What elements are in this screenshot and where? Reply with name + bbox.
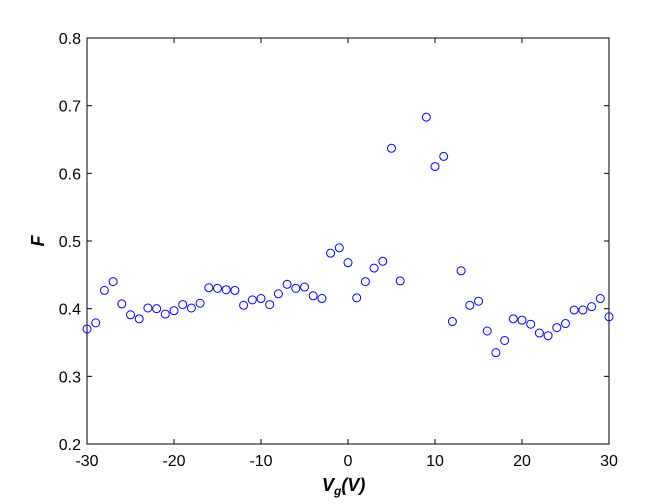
x-axis-ticks: -30 -20 -10 0 10 20 30 [75,38,618,470]
y-tick-label: 0.7 [59,99,81,116]
data-point [160,309,170,319]
data-point [326,248,336,258]
data-point [508,314,518,324]
data-point [360,277,370,287]
data-point [430,162,440,172]
data-point [395,276,405,286]
y-axis-ticks: 0.2 0.3 0.4 0.5 0.6 0.7 0.8 [59,31,609,454]
x-axis-label-unit: (V) [341,475,365,495]
data-point [604,312,614,322]
x-tick-label: -10 [249,453,272,470]
data-point [569,305,579,315]
x-tick-label: -20 [162,453,185,470]
data-point [587,302,597,312]
data-point [230,285,240,295]
data-point [152,304,162,314]
y-axis-label: F [28,235,48,247]
x-axis-label-subscript: g [333,484,342,498]
data-point [247,295,257,305]
data-point [352,293,362,303]
x-tick-label: 20 [513,453,531,470]
y-tick-label: 0.3 [59,369,81,386]
data-point [117,299,127,309]
data-point [91,318,101,328]
x-tick-label: 10 [426,453,444,470]
data-point [265,300,275,310]
y-tick-label: 0.6 [59,166,81,183]
data-point [500,335,510,345]
data-point [169,306,179,316]
x-tick-label: 0 [344,453,353,470]
data-point [213,283,222,293]
data-point [221,285,231,295]
data-point [291,283,301,293]
x-tick-label: -30 [75,453,98,470]
data-point [317,294,327,304]
data-point [456,266,466,276]
data-point [447,317,457,327]
data-point [378,256,388,266]
data-point [526,319,536,329]
data-point [465,300,475,310]
data-point [543,331,553,341]
y-tick-label: 0.5 [59,234,81,251]
data-point [186,303,196,313]
data-point [239,300,249,310]
data-point [99,285,109,295]
data-point [491,348,501,358]
data-point [517,315,527,325]
data-point [134,314,144,324]
y-tick-label: 0.4 [59,302,81,319]
data-point [387,143,396,153]
data-point [178,300,188,310]
data-point [273,289,283,299]
data-points [82,112,614,358]
data-point [482,326,492,336]
plot-area [86,37,610,445]
data-point [561,319,570,329]
data-point [195,298,205,308]
data-point [552,323,562,333]
y-tick-label: 0.2 [59,437,81,454]
data-point [143,303,153,313]
data-point [82,324,92,334]
data-point [308,291,318,301]
data-point [334,243,344,253]
x-tick-label: 30 [600,453,618,470]
data-point [474,296,483,306]
data-point [369,263,379,273]
data-point [595,294,605,304]
x-axis-label-main: V [322,475,336,495]
data-point [256,294,266,304]
data-point [343,258,353,268]
data-point [126,310,135,320]
data-point [578,305,588,315]
x-axis-label: Vg(V) [322,475,365,498]
data-point [534,328,544,338]
data-point [108,277,118,287]
data-point [421,112,431,122]
data-point [204,283,214,293]
data-point [439,151,449,161]
y-tick-label: 0.8 [59,31,81,48]
data-point [282,279,292,289]
data-point [300,282,309,292]
